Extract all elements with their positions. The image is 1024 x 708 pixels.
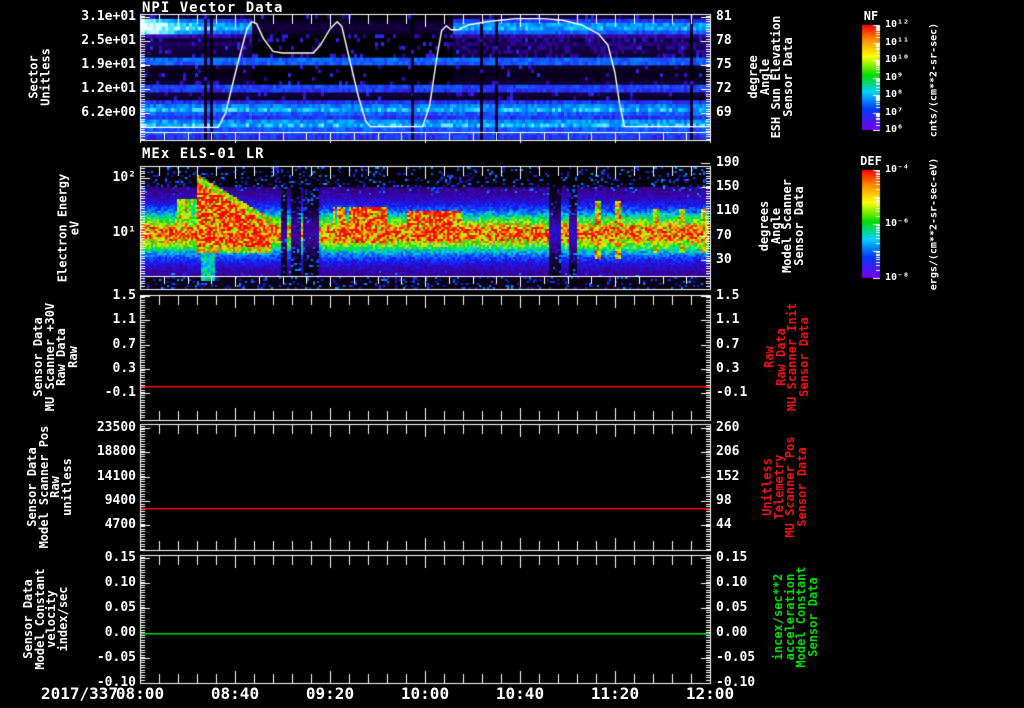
panel1-right-tick: 72 <box>716 81 732 96</box>
panel2-left-tick: 10² <box>112 170 136 185</box>
panel5-right-tick: 0.15 <box>716 550 748 565</box>
colorbar-def-unit-label: ergs/(cm**2-sr-sec-eV) <box>928 157 940 291</box>
panel3-right-tick: 1.1 <box>716 312 740 327</box>
panel2-right-tick: 110 <box>716 203 740 218</box>
panel5-left-tick: 0.10 <box>104 575 136 590</box>
panel2-right-axis-label: degrees Angle Model Scanner Sensor Data <box>757 179 806 273</box>
panel4-left-tick: 14100 <box>96 469 136 484</box>
time-tick-label: 09:20 <box>305 684 355 703</box>
colorbar-def-title: DEF <box>860 154 882 168</box>
time-tick-label: 11:20 <box>590 684 640 703</box>
panel5-right-axis-label: incex/sec**2 acceleration Model Constant… <box>771 566 820 668</box>
panel5-right-tick: 0.05 <box>716 600 748 615</box>
panel1-right-axis-label: degree Angle ESH Sun Elevation Sensor Da… <box>746 15 795 139</box>
panel5-right-tick: -0.10 <box>716 675 756 690</box>
panel3-left-tick: -0.1 <box>104 385 136 400</box>
time-tick-label: 08:40 <box>210 684 260 703</box>
colorbar-def-tick: 10⁻⁴ <box>885 164 910 175</box>
panel4-right-axis-label: Unitless Telemetry MU Scanner Pos Sensor… <box>760 436 809 538</box>
panel3-right-axis-label: Raw Raw Data MU Scanner Init Sensor Data <box>762 302 811 412</box>
panel4-left-axis-label: Sensor Data Model Scanner Pos Raw unitle… <box>25 425 74 549</box>
panel5-left-tick: -0.05 <box>96 650 136 665</box>
panel2-left-axis-label: Electron Energy eV <box>55 173 82 283</box>
panel2-left-tick: 10¹ <box>112 225 136 240</box>
colorbar-nf-title: NF <box>863 9 879 23</box>
panel2-right-tick: 30 <box>716 252 732 267</box>
time-tick-label: 10:00 <box>400 684 450 703</box>
panel1-left-tick: 1.9e+01 <box>81 57 136 72</box>
colorbar-nf-tick: 10⁶ <box>885 124 904 135</box>
panel2-title: MEx ELS-01 LR <box>142 146 265 162</box>
panel1-right-tick: 75 <box>716 57 732 72</box>
panel3-left-tick: 1.5 <box>112 288 136 303</box>
time-tick-label: 12:00 <box>685 684 735 703</box>
panel4-left-tick: 18800 <box>96 444 136 459</box>
panel3-left-tick: 0.7 <box>112 337 136 352</box>
colorbar-nf-tick: 10⁹ <box>885 71 904 83</box>
colorbar-nf-tick: 10¹⁰ <box>885 54 910 65</box>
panel5-right-tick: 0.00 <box>716 625 748 640</box>
panel5-left-tick: -0.10 <box>96 675 136 690</box>
colorbar-def-tick: 10⁻⁸ <box>885 272 910 283</box>
panel1-right-tick: 69 <box>716 105 732 120</box>
panel4-right-tick: 206 <box>716 444 740 459</box>
panel1-right-tick: 78 <box>716 33 732 48</box>
panel3-left-tick: 1.1 <box>112 312 136 327</box>
panel5-left-tick: 0.15 <box>104 550 136 565</box>
time-tick-label: 08:00 <box>115 684 165 703</box>
panel4-right-tick: 152 <box>716 469 740 484</box>
panel5-left-tick: 0.05 <box>104 600 136 615</box>
colorbar-nf-tick: 10⁷ <box>885 106 904 118</box>
panel4-left-tick: 4700 <box>104 517 136 532</box>
panel4-right-tick: 260 <box>716 420 740 435</box>
panel1-right-tick: 81 <box>716 9 732 24</box>
panel5-right-tick: -0.05 <box>716 650 756 665</box>
panel1-left-axis-label: Sector Unitless <box>26 48 53 106</box>
time-tick-label: 10:40 <box>495 684 545 703</box>
panel3-right-tick: 1.5 <box>716 288 740 303</box>
colorbar-nf-tick: 10¹² <box>885 19 910 30</box>
panel3-right-tick: 0.7 <box>716 337 740 352</box>
panel3-left-axis-label: Sensor Data MU Scanner +30V Raw Data Raw <box>31 302 80 412</box>
panel5-right-tick: 0.10 <box>716 575 748 590</box>
panel4-left-tick: 9400 <box>104 493 136 508</box>
colorbar-nf-tick: 10⁸ <box>885 89 904 100</box>
colorbar-def-tick: 10⁻⁶ <box>885 218 910 229</box>
panel5-left-axis-label: Sensor Data Model Constant velocity inde… <box>21 568 70 670</box>
panel4-right-tick: 44 <box>716 517 732 532</box>
panel3-left-tick: 0.3 <box>112 361 136 376</box>
colorbar-nf-tick: 10¹¹ <box>885 36 910 48</box>
panel2-right-tick: 150 <box>716 179 740 194</box>
panel4-left-tick: 23500 <box>96 420 136 435</box>
panel3-right-tick: -0.1 <box>716 385 748 400</box>
panel1-title: NPI Vector Data <box>142 0 284 16</box>
colorbar-nf-unit-label: cnts/(cm**2-sr-sec) <box>928 22 940 138</box>
panel3-right-tick: 0.3 <box>716 361 740 376</box>
panel2-right-tick: 190 <box>716 155 740 170</box>
panel4-right-tick: 98 <box>716 493 732 508</box>
panel1-left-tick: 3.1e+01 <box>81 9 136 24</box>
date-label: 2017/337 <box>40 684 118 703</box>
panel1-left-tick: 6.2e+00 <box>81 105 136 120</box>
panel1-left-tick: 1.2e+01 <box>81 81 136 96</box>
panel2-right-tick: 70 <box>716 228 732 243</box>
panel1-left-tick: 2.5e+01 <box>81 33 136 48</box>
panel5-left-tick: 0.00 <box>104 625 136 640</box>
